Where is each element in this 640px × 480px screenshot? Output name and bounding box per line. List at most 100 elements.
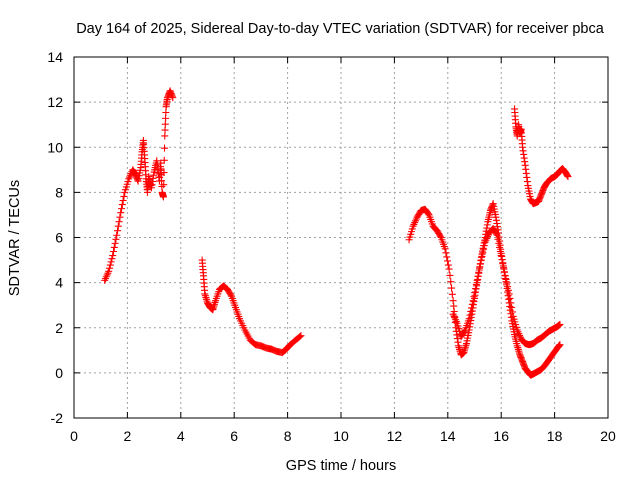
data-point xyxy=(442,249,450,257)
data-point xyxy=(493,231,501,239)
data-point xyxy=(496,243,504,251)
data-point xyxy=(106,264,114,272)
data-point xyxy=(158,177,166,185)
x-tick-label: 4 xyxy=(177,428,185,444)
data-point xyxy=(108,255,116,263)
x-tick-label: 20 xyxy=(600,428,616,444)
data-point xyxy=(508,308,516,316)
data-point xyxy=(436,232,444,240)
data-point xyxy=(501,272,509,280)
data-point xyxy=(477,256,485,264)
data-point xyxy=(465,315,473,323)
data-point xyxy=(117,209,125,217)
x-tick-label: 6 xyxy=(230,428,238,444)
data-point xyxy=(502,275,510,283)
data-point xyxy=(114,222,122,230)
x-tick-label: 16 xyxy=(493,428,509,444)
data-point xyxy=(460,327,468,335)
data-point xyxy=(480,242,488,250)
x-tick-label: 14 xyxy=(440,428,456,444)
data-point xyxy=(161,132,169,140)
y-tick-label: 0 xyxy=(55,365,63,381)
x-tick-label: 2 xyxy=(124,428,132,444)
x-tick-label: 0 xyxy=(70,428,78,444)
data-point xyxy=(162,114,170,122)
data-point xyxy=(504,283,512,291)
x-tick-label: 10 xyxy=(333,428,349,444)
data-point xyxy=(296,333,304,341)
data-point xyxy=(118,201,126,209)
data-point xyxy=(468,300,476,308)
data-point xyxy=(111,239,119,247)
data-point xyxy=(118,205,126,213)
data-point xyxy=(445,265,453,273)
data-point xyxy=(504,286,512,294)
series-pbca-d xyxy=(449,224,564,349)
data-point xyxy=(160,156,168,164)
axis-ticks: 0 2 4 6 8 10 12 14 16 18 20 -2 0 2 4 6 8 10 12 14 xyxy=(47,49,616,444)
data-point xyxy=(446,271,454,279)
data-point xyxy=(497,252,505,260)
series-pbca-b xyxy=(198,256,305,357)
data-point xyxy=(443,253,451,261)
y-tick-label: 6 xyxy=(55,230,63,246)
series-pbca-a xyxy=(101,87,177,284)
data-point xyxy=(475,268,483,276)
data-point xyxy=(471,289,479,297)
data-point xyxy=(564,173,572,181)
data-point xyxy=(466,311,474,319)
x-tick-label: 8 xyxy=(284,428,292,444)
data-point xyxy=(161,120,169,128)
data-point xyxy=(444,257,452,265)
data-point xyxy=(474,272,482,280)
data-point xyxy=(498,256,506,264)
x-tick-label: 12 xyxy=(387,428,403,444)
data-point xyxy=(476,260,484,268)
data-point xyxy=(478,252,486,260)
data-point xyxy=(476,264,484,272)
data-point xyxy=(507,299,515,307)
data-point xyxy=(472,280,480,288)
data-point xyxy=(114,227,122,235)
grid xyxy=(74,57,608,418)
data-point xyxy=(499,260,507,268)
data-point xyxy=(160,181,168,189)
data-point xyxy=(106,261,114,269)
y-tick-label: -2 xyxy=(51,410,64,426)
data-point xyxy=(494,235,502,243)
data-point xyxy=(227,291,235,299)
data-point xyxy=(444,261,452,269)
data-point xyxy=(120,192,128,200)
data-point xyxy=(480,245,488,253)
data-point xyxy=(448,290,456,298)
data-point xyxy=(495,239,503,247)
data-point xyxy=(472,284,480,292)
x-axis-label: GPS time / hours xyxy=(286,458,396,474)
data-point xyxy=(468,304,476,312)
y-tick-label: 2 xyxy=(55,320,63,336)
data-point xyxy=(556,320,564,328)
data-point xyxy=(508,303,516,311)
data-point xyxy=(500,268,508,276)
data-point xyxy=(110,247,118,255)
series-pbca-c xyxy=(405,200,564,379)
data-point xyxy=(500,264,508,272)
data-point xyxy=(107,258,115,266)
data-point xyxy=(473,276,481,284)
series-pbca-e xyxy=(511,105,572,208)
data-point xyxy=(467,308,475,316)
y-tick-label: 12 xyxy=(47,94,63,110)
data-point xyxy=(506,294,514,302)
data-points xyxy=(101,87,572,379)
data-point xyxy=(105,267,113,275)
y-tick-label: 4 xyxy=(55,275,63,291)
data-point xyxy=(297,332,305,340)
data-point xyxy=(161,126,169,134)
y-tick-label: 10 xyxy=(47,139,63,155)
data-point xyxy=(116,213,124,221)
data-point xyxy=(115,218,123,226)
data-point xyxy=(556,341,564,349)
data-point xyxy=(496,247,504,255)
data-point xyxy=(161,144,169,152)
